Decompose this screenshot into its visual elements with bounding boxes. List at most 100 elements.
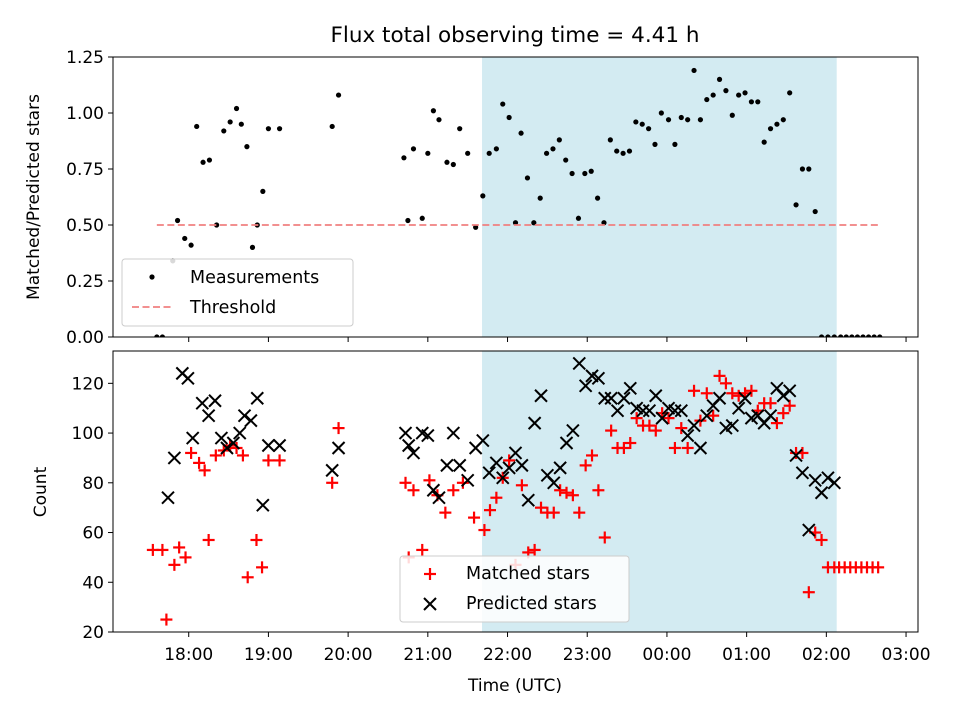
predicted-star-point xyxy=(208,394,222,408)
x-tick-label: 00:00 xyxy=(642,645,691,665)
matched-star-point xyxy=(662,412,675,425)
matched-star-point xyxy=(802,586,815,599)
matched-star-point xyxy=(423,474,436,487)
predicted-star-point xyxy=(789,448,803,463)
bottom-y-tick-label: 100 xyxy=(72,424,104,444)
predicted-star-point xyxy=(250,391,264,405)
predicted-star-point xyxy=(421,428,435,443)
matched-star-point xyxy=(198,464,211,477)
bottom-y-ticks: 20 40 60 80 100 120 xyxy=(72,374,113,643)
legend-predicted-label: Predicted stars xyxy=(466,594,597,614)
x-axis-label: Time (UTC) xyxy=(467,676,562,696)
predicted-star-point xyxy=(401,438,416,453)
predicted-star-point xyxy=(214,431,229,445)
matched-star-point xyxy=(598,531,611,544)
bottom-y-tick-label: 120 xyxy=(72,374,104,394)
x-tick-label: 18:00 xyxy=(164,645,213,665)
measurement-point xyxy=(854,334,861,337)
bottom-axes-frame xyxy=(112,350,919,633)
matched-star-point xyxy=(490,491,503,504)
measurement-point xyxy=(860,334,866,337)
measurement-point xyxy=(563,157,569,163)
matched-star-point xyxy=(605,424,618,437)
x-tick-label: 02:00 xyxy=(802,645,851,665)
predicted-star-point xyxy=(687,418,701,433)
predicted-star-point xyxy=(261,438,276,453)
matched-star-point xyxy=(468,511,481,524)
measurement-point xyxy=(742,90,748,96)
measurement-point xyxy=(473,224,479,230)
matched-star-point xyxy=(560,486,573,499)
measurement-point xyxy=(194,123,200,130)
measurement-point xyxy=(188,242,194,248)
measurement-point xyxy=(704,96,710,103)
predicted-star-point xyxy=(649,389,663,403)
measurement-point xyxy=(729,112,735,118)
measurement-point xyxy=(444,159,450,165)
matched-star-point xyxy=(745,384,758,397)
predicted-star-point xyxy=(325,463,339,478)
bottom-y-tick-label: 20 xyxy=(82,623,104,643)
measurement-point xyxy=(276,126,283,132)
matched-star-point xyxy=(547,506,560,519)
predicted-star-point xyxy=(566,423,580,438)
measurement-point xyxy=(838,334,844,337)
measurement-point xyxy=(480,193,486,199)
measurement-point xyxy=(849,334,855,337)
predicted-star-point xyxy=(712,391,727,405)
measurement-point xyxy=(493,146,499,152)
x-tick-label: 19:00 xyxy=(244,645,293,665)
matched-star-point xyxy=(256,561,269,574)
measurement-point xyxy=(780,117,786,123)
measurement-point xyxy=(691,67,697,74)
matched-star-point xyxy=(573,506,586,519)
predicted-star-point xyxy=(642,403,657,418)
matched-star-point xyxy=(707,409,720,422)
measurements-series xyxy=(154,67,883,337)
bottom-legend: Matched stars Predicted stars xyxy=(399,555,630,623)
measurement-point xyxy=(329,123,335,130)
measurement-point xyxy=(582,170,588,177)
predicted-star-point xyxy=(553,461,567,475)
measurement-point xyxy=(614,148,620,154)
measurement-point xyxy=(843,334,849,337)
x-tick-label: 01:00 xyxy=(722,645,771,665)
matched-star-point xyxy=(719,377,732,390)
measurement-point xyxy=(154,334,160,337)
matched-star-point xyxy=(515,479,528,492)
measurement-point xyxy=(601,220,607,226)
measurement-point xyxy=(633,119,639,125)
predicted-star-point xyxy=(693,441,708,455)
measurement-point xyxy=(265,126,272,132)
measurement-point xyxy=(457,126,463,132)
top-y-axis-label: Matched/Predicted stars xyxy=(24,94,44,300)
predicted-star-point xyxy=(426,483,441,497)
measurement-point xyxy=(723,88,729,94)
top-y-tick-label: 0.25 xyxy=(66,272,104,292)
matched-star-point xyxy=(872,561,885,574)
measurement-point xyxy=(221,128,227,134)
measurement-point xyxy=(812,208,818,215)
matched-star-point xyxy=(483,504,496,517)
predicted-star-point xyxy=(440,458,454,473)
predicted-star-point xyxy=(680,428,695,443)
matched-star-point xyxy=(528,543,541,556)
predicted-star-point xyxy=(763,408,778,423)
legend-predicted-marker xyxy=(423,597,437,611)
matched-star-point xyxy=(399,476,412,489)
measurement-point xyxy=(877,334,883,337)
measurement-point xyxy=(524,175,531,181)
matched-star-point xyxy=(230,441,243,454)
matched-star-point xyxy=(726,387,739,400)
matched-star-point xyxy=(439,506,452,519)
predicted-star-point xyxy=(610,403,625,418)
measurement-point xyxy=(607,137,613,143)
predicted-star-point xyxy=(547,476,561,490)
measurement-point xyxy=(774,121,780,127)
measurement-point xyxy=(425,150,431,156)
measurement-point xyxy=(736,92,742,98)
measurement-point xyxy=(249,244,256,250)
predicted-star-point xyxy=(195,396,209,410)
matched-star-point xyxy=(193,456,206,469)
